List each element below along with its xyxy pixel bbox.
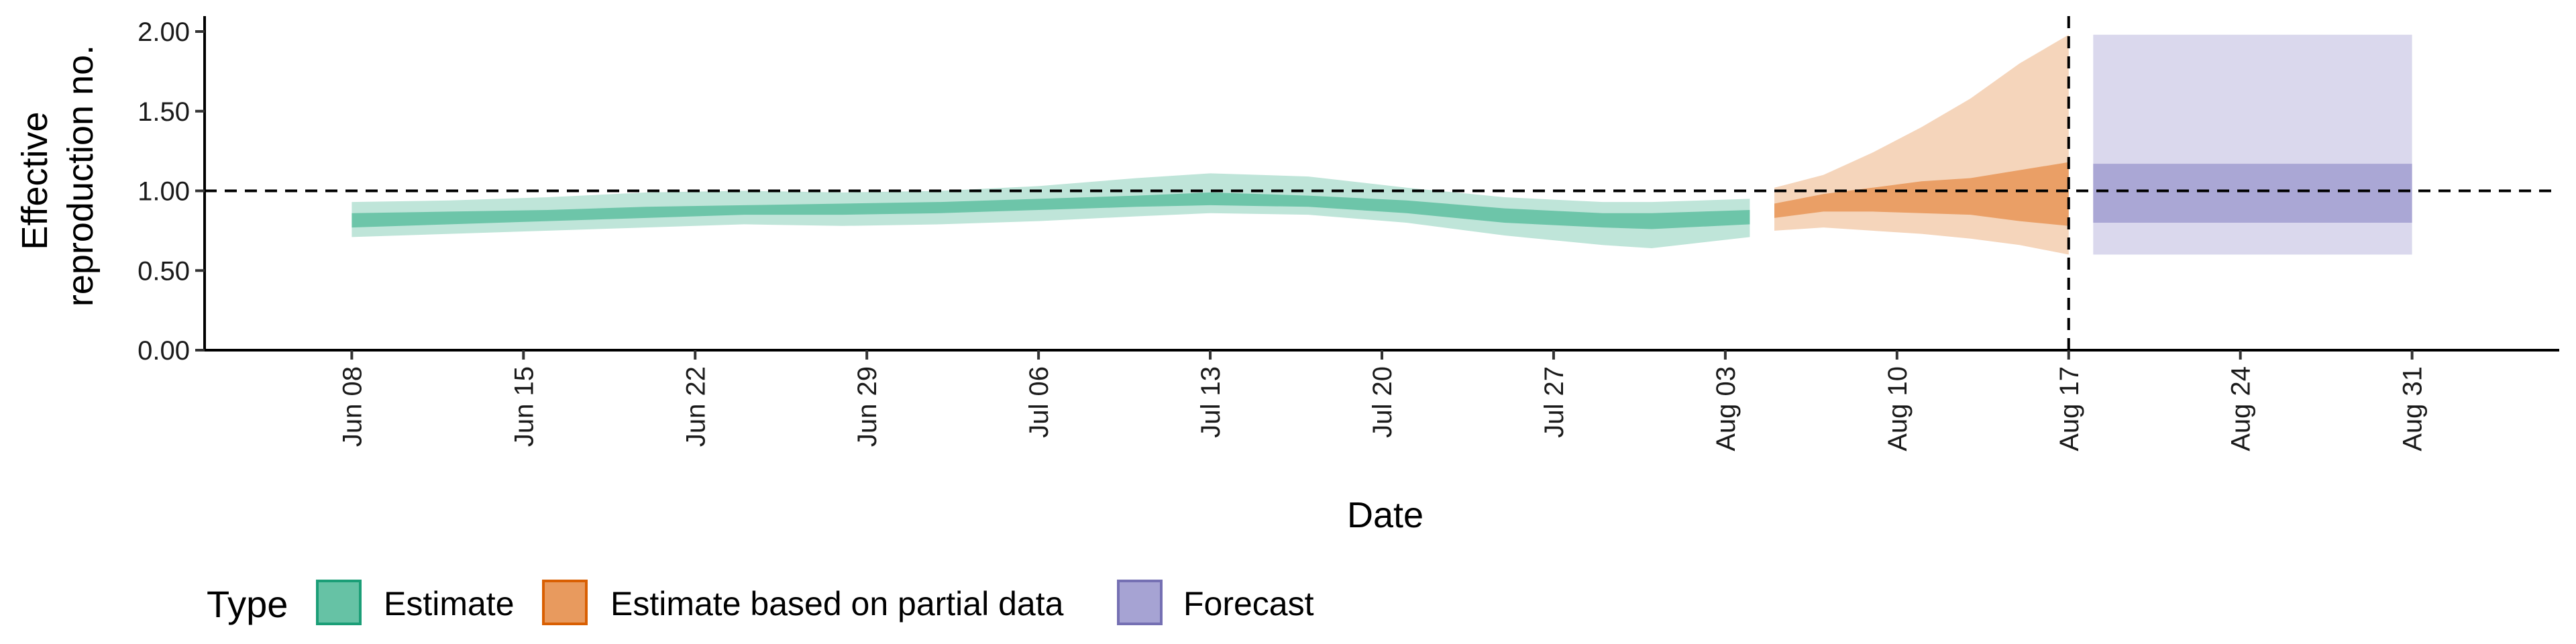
legend-title: Type (207, 583, 288, 625)
x-tick-label: Jul 20 (1368, 366, 1397, 438)
plot-bands (352, 34, 2412, 255)
y-tick-label: 0.00 (138, 336, 190, 366)
band-50-forecast (2093, 164, 2412, 223)
x-tick-label: Aug 03 (1711, 366, 1741, 451)
x-tick-label: Aug 10 (1883, 366, 1913, 451)
legend-key-partial (542, 580, 588, 625)
band-50-estimate (352, 192, 1750, 229)
legend-label-estimate: Estimate (384, 585, 515, 623)
x-tick-label: Aug 24 (2226, 366, 2256, 451)
band-50-estimate-based-on-partial-data (1774, 162, 2069, 226)
x-tick-label: Jun 15 (509, 366, 539, 447)
legend: Type Estimate Estimate based on partial … (207, 580, 1314, 625)
x-tick-label: Jun 29 (853, 366, 882, 447)
x-tick-label: Aug 31 (2398, 366, 2428, 451)
reference-lines (205, 16, 2559, 350)
y-tick-label: 0.50 (138, 256, 190, 286)
y-tick-label: 1.00 (138, 177, 190, 207)
legend-label-partial: Estimate based on partial data (610, 585, 1064, 623)
y-tick-label: 1.50 (138, 97, 190, 127)
x-tick-label: Jun 22 (681, 366, 710, 447)
y-axis-title: Effective reproduction no. (15, 45, 101, 307)
y-axis-title-line-1: Effective (15, 111, 55, 250)
legend-key-estimate (316, 580, 362, 625)
y-tick-label: 2.00 (138, 17, 190, 47)
legend-label-forecast: Forecast (1183, 585, 1314, 623)
legend-key-forecast (1117, 580, 1163, 625)
axes: 0.00 0.50 1.00 1.50 2.00 Jun 08 Jun 15 Jun 22 Ju… (138, 16, 2559, 451)
x-axis-title: Date (1347, 495, 1424, 535)
x-tick-label: Aug 17 (2055, 366, 2084, 451)
y-axis-title-line-2: reproduction no. (60, 45, 101, 307)
x-tick-label: Jul 27 (1540, 366, 1569, 438)
x-tick-label: Jul 06 (1024, 366, 1054, 438)
band-90-estimate-based-on-partial-data (1774, 34, 2069, 255)
x-tick-label: Jun 08 (337, 366, 367, 447)
x-tick-label: Jul 13 (1196, 366, 1226, 438)
